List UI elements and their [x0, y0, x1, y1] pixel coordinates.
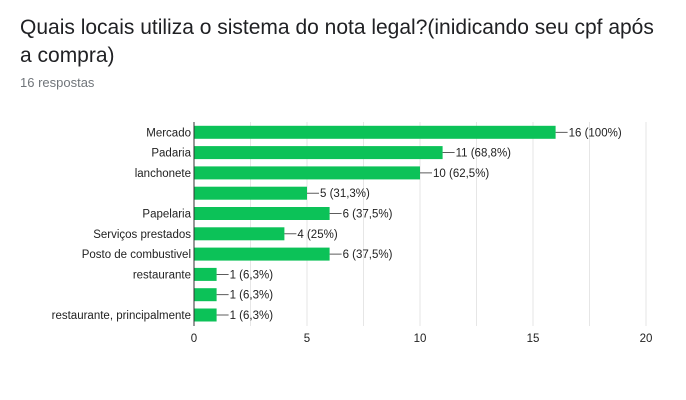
data-label: 11 (68,8%) — [456, 148, 512, 160]
category-label: Serviços prestados — [93, 229, 191, 241]
data-label: 4 (25%) — [297, 229, 337, 241]
bar — [194, 146, 443, 160]
data-label: 1 (6,3%) — [230, 310, 274, 322]
question-title: Quais locais utiliza o sistema do nota l… — [20, 16, 654, 67]
data-label: 1 (6,3%) — [230, 269, 274, 281]
x-tick-label: 20 — [640, 333, 653, 345]
category-label: Posto de combustivel — [82, 249, 191, 261]
category-label: Padaria — [151, 148, 191, 160]
responses-count: 16 respostas — [20, 75, 95, 90]
category-label: lanchonete — [135, 168, 191, 180]
bar — [194, 207, 330, 220]
x-tick-label: 10 — [414, 333, 427, 345]
category-label: restaurante — [133, 269, 191, 281]
bar — [194, 166, 420, 180]
data-label: 10 (62,5%) — [433, 168, 489, 180]
x-tick-label: 15 — [527, 333, 540, 345]
data-label: 1 (6,3%) — [230, 290, 274, 302]
bar — [194, 125, 556, 139]
x-tick-label: 5 — [304, 333, 310, 345]
bar — [194, 247, 330, 261]
bar — [194, 227, 285, 241]
bar — [194, 288, 217, 302]
category-label: restaurante, principalmente — [52, 310, 191, 322]
category-label: Papelaria — [142, 209, 191, 221]
data-label: 5 (31,3%) — [320, 188, 370, 200]
data-label: 6 (37,5%) — [343, 249, 393, 261]
bar — [194, 308, 217, 322]
data-label: 6 (37,5%) — [343, 209, 393, 221]
bar — [194, 186, 307, 200]
category-label: Mercado — [146, 127, 191, 139]
data-label: 16 (100%) — [569, 127, 622, 139]
x-tick-label: 0 — [191, 333, 197, 345]
bar — [194, 267, 217, 281]
